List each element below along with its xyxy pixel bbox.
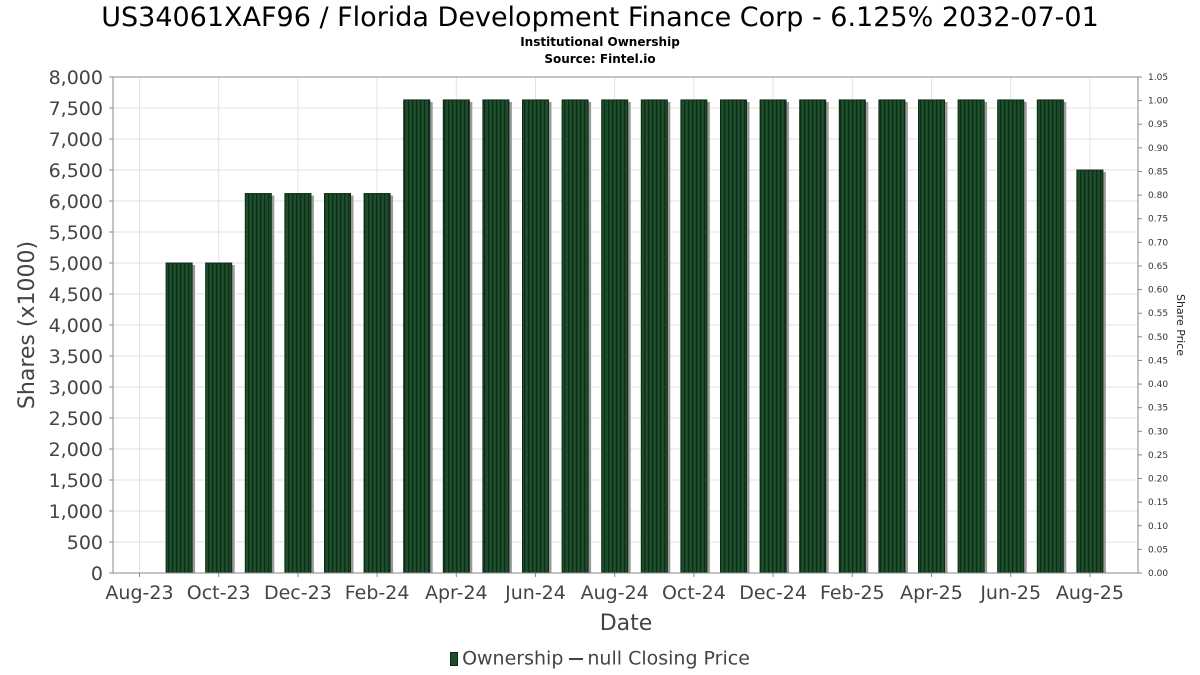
y-tick-label: 7,000 — [49, 129, 103, 151]
y2-tick-label: 0.30 — [1148, 427, 1168, 437]
ownership-bar — [442, 99, 470, 574]
x-axis-label: Date — [600, 611, 653, 636]
y2-tick-label: 0.10 — [1148, 522, 1168, 532]
y2-tick-label: 0.95 — [1148, 120, 1168, 130]
y-tick-label: 7,500 — [49, 98, 103, 120]
chart-source: Source: Fintel.io — [544, 52, 656, 66]
ownership-bar — [918, 99, 945, 574]
ownership-bar — [838, 99, 866, 574]
ownership-bar — [720, 99, 747, 574]
ownership-bar — [324, 193, 351, 574]
ownership-bar — [878, 99, 906, 574]
ownership-bar — [799, 99, 827, 574]
ownership-bar — [363, 193, 391, 574]
y2-tick-label: 0.00 — [1148, 569, 1168, 579]
y2-axis-label: Share Price — [1174, 294, 1187, 356]
legend-closing-price: null Closing Price — [587, 647, 750, 670]
ownership-bar — [1076, 169, 1104, 574]
ownership-bar — [601, 99, 629, 574]
y2-tick-label: 0.40 — [1148, 380, 1168, 390]
y-tick-label: 4,500 — [49, 284, 103, 306]
x-tick-label: Dec-23 — [264, 582, 332, 604]
ownership-bar — [640, 99, 668, 574]
y-tick-label: 1,500 — [49, 470, 103, 492]
y-tick-label: 0 — [91, 563, 103, 585]
y2-tick-label: 0.90 — [1148, 144, 1168, 154]
x-tick-label: Feb-24 — [345, 582, 410, 604]
chart-title: US34061XAF96 / Florida Development Finan… — [101, 2, 1099, 33]
y-tick-label: 4,000 — [49, 315, 103, 337]
x-axis-ticks: Aug-23 Oct-23 Dec-23 Feb-24 Apr-24 Jun-24 Aug-… — [105, 573, 1124, 604]
ownership-bar — [957, 99, 985, 574]
y2-tick-label: 1.00 — [1148, 97, 1168, 107]
y-tick-label: 500 — [67, 532, 103, 554]
x-tick-label: Aug-25 — [1056, 582, 1124, 604]
y-tick-label: 3,500 — [49, 346, 103, 368]
x-tick-label: Feb-25 — [820, 582, 885, 604]
y2-tick-label: 0.50 — [1148, 333, 1168, 343]
y2-tick-label: 0.60 — [1148, 286, 1168, 296]
x-tick-label: Jun-24 — [504, 582, 566, 604]
ownership-bar — [1036, 99, 1064, 574]
x-tick-label: Oct-23 — [187, 582, 251, 604]
y2-tick-label: 0.35 — [1148, 404, 1168, 414]
ownership-bar — [244, 193, 272, 574]
y2-tick-label: 0.45 — [1148, 356, 1168, 366]
legend-ownership: Ownership — [462, 647, 564, 670]
y-tick-label: 6,500 — [49, 160, 103, 182]
x-tick-label: Apr-25 — [900, 582, 963, 604]
y2-tick-label: 0.80 — [1148, 191, 1168, 201]
y2-axis-ticks: 0.00 0.05 0.10 0.15 0.20 0.25 0.30 0.35 0.40 0.45… — [1138, 73, 1168, 579]
y2-tick-label: 0.05 — [1148, 545, 1168, 555]
y-tick-label: 3,000 — [49, 377, 103, 399]
ownership-bar — [680, 99, 708, 574]
y2-tick-label: 0.20 — [1148, 475, 1168, 485]
legend: Ownership null Closing Price — [0, 647, 1200, 670]
y2-tick-label: 0.65 — [1148, 262, 1168, 272]
x-tick-label: Aug-23 — [105, 582, 173, 604]
y2-tick-label: 0.15 — [1148, 498, 1168, 508]
y2-tick-label: 0.55 — [1148, 309, 1168, 319]
ownership-bar — [284, 193, 312, 574]
y-axis-ticks: 0 500 1,000 1,500 2,000 2,500 3,000 3,500 4,000 4… — [49, 67, 113, 585]
ownership-bar — [165, 262, 193, 574]
y-tick-label: 2,500 — [49, 408, 103, 430]
ownership-bar — [403, 99, 431, 574]
x-tick-label: Dec-24 — [739, 582, 807, 604]
x-tick-label: Aug-24 — [581, 582, 649, 604]
y2-tick-label: 1.05 — [1148, 73, 1168, 83]
y2-tick-label: 0.75 — [1148, 215, 1168, 225]
ownership-legend-swatch — [450, 651, 459, 666]
x-tick-label: Oct-24 — [662, 582, 726, 604]
y-axis-label: Shares (x1000) — [15, 241, 40, 409]
ownership-bar — [522, 99, 549, 574]
y-tick-label: 5,000 — [49, 253, 103, 275]
x-tick-label: Jun-25 — [979, 582, 1041, 604]
y-tick-label: 8,000 — [49, 67, 103, 89]
ownership-bar — [997, 99, 1025, 574]
ownership-bar — [482, 99, 510, 574]
y-tick-label: 2,000 — [49, 439, 103, 461]
y2-tick-label: 0.25 — [1148, 451, 1168, 461]
y-tick-label: 5,500 — [49, 222, 103, 244]
y2-tick-label: 0.85 — [1148, 167, 1168, 177]
ownership-bar — [205, 262, 233, 574]
ownership-bar — [759, 99, 787, 574]
ownership-bar — [561, 99, 589, 574]
chart-subtitle: Institutional Ownership — [520, 35, 680, 49]
y-tick-label: 1,000 — [49, 501, 103, 523]
y2-tick-label: 0.70 — [1148, 238, 1168, 248]
x-tick-label: Apr-24 — [425, 582, 488, 604]
bars — [165, 99, 1106, 574]
y-tick-label: 6,000 — [49, 191, 103, 213]
closing-price-legend-swatch — [569, 657, 584, 660]
